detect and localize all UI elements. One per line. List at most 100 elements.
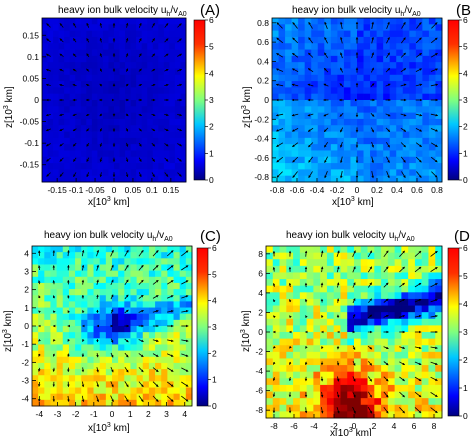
heatmap-cell: [167, 270, 174, 278]
heatmap-cell: [376, 169, 384, 177]
vector-arrow: [307, 113, 314, 117]
heatmap-cell: [347, 378, 355, 386]
heatmap-cell: [408, 265, 416, 273]
heatmap-cell: [401, 411, 409, 419]
vector-arrow: [110, 381, 114, 388]
heatmap-cell: [330, 100, 338, 107]
heatmap-cell: [142, 258, 150, 265]
heatmap-cell: [53, 100, 60, 107]
heatmap-cell: [428, 118, 436, 126]
vector-arrow: [371, 156, 374, 164]
heatmap-cell: [435, 112, 443, 120]
heatmap-cell: [402, 137, 410, 145]
heatmap-cell: [428, 411, 436, 419]
heatmap-cell: [80, 125, 87, 132]
heatmap-cell: [422, 175, 430, 183]
y-tick-label: 0.6: [257, 37, 269, 47]
vector-arrow: [125, 157, 129, 163]
heatmap-cell: [306, 338, 314, 346]
heatmap-cell: [118, 393, 125, 401]
heatmap-cell: [167, 246, 174, 253]
heatmap-cell: [173, 381, 181, 388]
heatmap-cell: [93, 350, 101, 358]
heatmap-cell: [130, 289, 138, 296]
heatmap-cell: [435, 365, 443, 373]
heatmap-cell: [56, 393, 64, 401]
heatmap-cell: [360, 332, 368, 340]
heatmap-cell: [360, 298, 368, 306]
heatmap-cell: [357, 175, 364, 183]
heatmap-cell: [68, 369, 76, 376]
heatmap-cell: [293, 285, 301, 293]
heatmap-cell: [118, 362, 125, 370]
heatmap-cell: [266, 345, 274, 353]
heatmap-cell: [130, 87, 137, 95]
heatmap-cell: [174, 62, 181, 69]
heatmap-cell: [278, 49, 286, 57]
heatmap-cell: [347, 318, 355, 326]
heatmap-cell: [130, 362, 138, 370]
heatmap-cell: [75, 175, 82, 183]
heatmap-cell: [64, 36, 71, 44]
heatmap-cell: [272, 49, 279, 57]
heatmap-cell: [58, 144, 65, 151]
heatmap-cell: [64, 43, 71, 50]
heatmap-cell: [298, 55, 306, 63]
heatmap-cell: [363, 118, 371, 126]
heatmap-cell: [299, 365, 308, 373]
heatmap-cell: [47, 74, 54, 82]
x-tick-label: -6: [290, 421, 298, 431]
heatmap-cell: [387, 318, 396, 326]
heatmap-cell: [428, 338, 436, 346]
heatmap-cell: [330, 175, 338, 183]
heatmap-cell: [44, 264, 51, 272]
heatmap-cell: [75, 375, 82, 382]
heatmap-cell: [428, 298, 436, 306]
heatmap-cell: [330, 125, 338, 132]
heatmap-cell: [118, 246, 125, 253]
heatmap-cell: [333, 312, 341, 320]
heatmap-cell: [163, 93, 170, 101]
heatmap-cell: [148, 369, 156, 376]
heatmap-cell: [58, 125, 65, 132]
heatmap-cell: [402, 100, 410, 107]
heatmap-cell: [142, 344, 150, 352]
heatmap-cell: [38, 252, 45, 259]
heatmap-cell: [389, 144, 397, 151]
heatmap-cell: [56, 313, 64, 321]
heatmap-cell: [409, 36, 417, 44]
vector-arrow: [177, 113, 183, 117]
heatmap-cell: [93, 344, 101, 352]
heatmap-cell: [56, 350, 64, 358]
vector-arrow: [272, 315, 276, 319]
heatmap-cell: [279, 305, 287, 313]
heatmap-cell: [278, 55, 286, 63]
x-tick-label: 2: [372, 421, 377, 431]
heatmap-cell: [112, 344, 119, 352]
heatmap-cell: [279, 371, 287, 379]
heatmap-cell: [333, 371, 341, 379]
heatmap-cell: [387, 391, 396, 399]
heatmap-cell: [174, 36, 181, 44]
colorbar-tick-label: 6: [212, 243, 217, 253]
colorbar-tick-label: 2: [209, 122, 214, 132]
heatmap-cell: [91, 169, 98, 177]
vector-arrow: [288, 282, 292, 287]
heatmap-cell: [152, 18, 159, 25]
heatmap-cell: [381, 298, 389, 306]
heatmap-cell: [415, 30, 423, 38]
heatmap-cell: [97, 125, 104, 132]
heatmap-cell: [279, 252, 287, 260]
heatmap-cell: [169, 131, 176, 139]
colorbar-tick-label: 5: [463, 42, 468, 52]
colorbar-tick-label: 1: [463, 148, 468, 158]
heatmap-cell: [180, 36, 187, 44]
heatmap-cell: [357, 112, 364, 120]
heatmap-cell: [105, 356, 113, 364]
colorbar-tick-label: 6: [209, 15, 214, 25]
heatmap-cell: [97, 62, 104, 69]
vector-arrow: [399, 298, 406, 303]
heatmap-cell: [370, 74, 378, 82]
heatmap-cell: [396, 36, 404, 44]
panel-a-xlabel: x[103 km]: [88, 196, 130, 208]
